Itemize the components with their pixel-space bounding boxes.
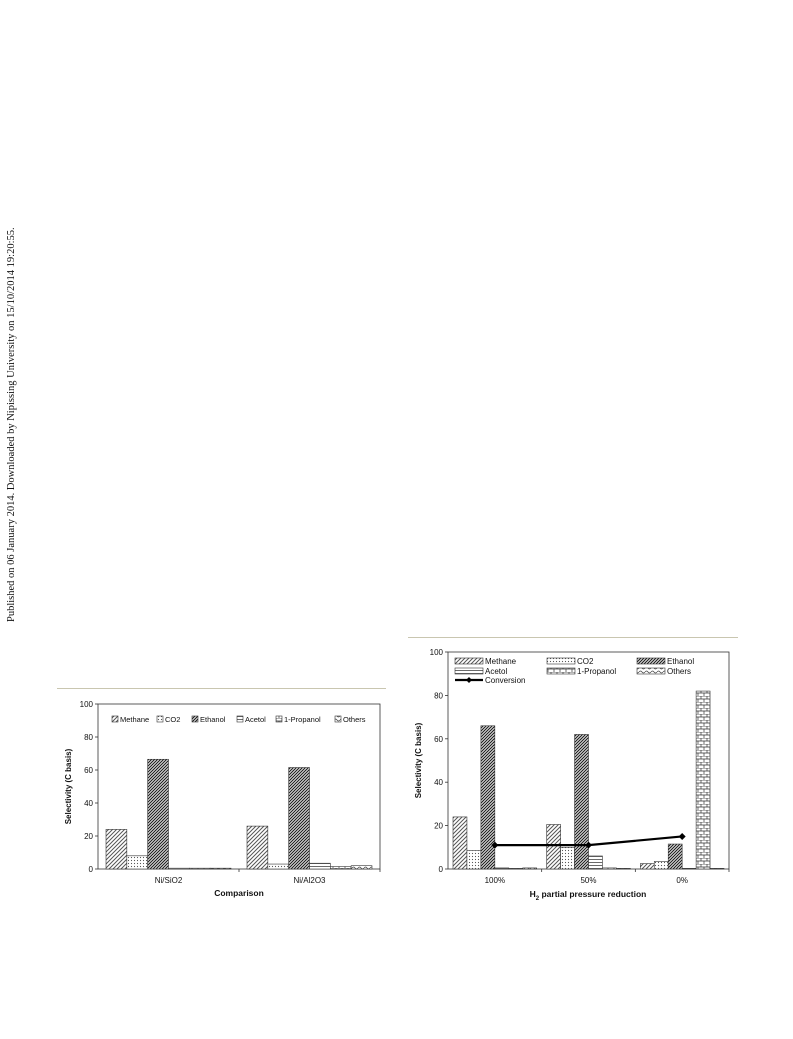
bar-others-50 xyxy=(616,868,631,870)
conversion-point-50 xyxy=(585,841,592,849)
legend-label-ethanol: Ethanol xyxy=(667,657,694,666)
bar-acetol-100 xyxy=(494,867,510,870)
publication-note: Published on 06 January 2014. Downloaded… xyxy=(6,227,17,622)
bar-ethanol-ni-al2o3 xyxy=(288,767,310,870)
legend-swatch-acetol xyxy=(236,715,244,723)
y-tick-label: 40 xyxy=(84,799,93,808)
bar-co2-50 xyxy=(560,847,575,870)
legend-swatch-acetol xyxy=(454,667,484,675)
bar-acetol-ni-al2o3 xyxy=(309,862,331,870)
x-tick-label: 100% xyxy=(485,876,505,885)
y-tick-label: 80 xyxy=(84,733,93,742)
y-tick-label: 40 xyxy=(434,778,443,787)
bar-methane-50 xyxy=(546,824,561,870)
bar-methane-0 xyxy=(640,863,655,870)
bar-methane-ni-sio2 xyxy=(105,829,128,870)
x-tick-label: 0% xyxy=(676,876,688,885)
legend-label-acetol: Acetol xyxy=(245,715,266,724)
x-axis-label: Comparison xyxy=(214,888,264,898)
y-tick-label: 0 xyxy=(439,865,444,874)
legend-swatch-others xyxy=(636,667,666,675)
x-tick-label: Ni/Al2O3 xyxy=(293,876,326,885)
legend-swatch-ethanol xyxy=(636,657,666,665)
selectivity-comparison-chart: 0 20 40 60 80 100 Selectivity (C basis) Ni/SiO2… xyxy=(64,700,381,898)
legend-swatch-1-propanol xyxy=(546,667,576,675)
bar-methane-100 xyxy=(452,816,468,870)
selectivity-h2-pressure-chart: 0 20 40 60 80 100 Selectivity (C basis) 100% 50%… xyxy=(414,648,730,902)
bar-co2-ni-al2o3 xyxy=(267,863,289,870)
left-figure-rule xyxy=(57,688,386,689)
bar-co2-ni-sio2 xyxy=(126,855,148,870)
bar-ethanol-100 xyxy=(480,725,496,870)
y-tick-label: 60 xyxy=(84,766,93,775)
plot-frame xyxy=(97,703,381,870)
legend-label-conversion: Conversion xyxy=(485,676,525,685)
y-tick-label: 100 xyxy=(80,700,94,709)
bar-others-ni-sio2 xyxy=(209,867,232,870)
legend-swatch-methane xyxy=(454,657,484,665)
y-tick-label: 20 xyxy=(84,832,93,841)
legend-label-ethanol: Ethanol xyxy=(200,715,226,724)
bar-co2-100 xyxy=(466,850,482,870)
bar-acetol-ni-sio2 xyxy=(168,867,190,870)
right-figure-rule xyxy=(408,637,738,638)
legend-swatch-ethanol xyxy=(191,715,199,723)
y-tick-label: 100 xyxy=(430,648,444,657)
x-tick-label: Ni/SiO2 xyxy=(155,876,183,885)
bar-1-propanol-ni-sio2 xyxy=(189,867,211,870)
legend-label-methane: Methane xyxy=(485,657,517,666)
bar-acetol-0 xyxy=(681,868,697,870)
legend-label-1-propanol: 1-Propanol xyxy=(284,715,321,724)
y-tick-label: 0 xyxy=(89,865,94,874)
y-axis-label: Selectivity (C basis) xyxy=(414,722,423,798)
bar-acetol-50 xyxy=(588,855,603,870)
legend-swatch-others xyxy=(334,715,342,723)
bar-co2-0 xyxy=(653,861,669,870)
conversion-point-0 xyxy=(678,832,686,840)
legend-swatch-co2 xyxy=(546,657,576,665)
bar-others-100 xyxy=(522,867,537,870)
x-axis-label: H2 partial pressure reduction xyxy=(530,889,647,902)
y-axis-label: Selectivity (C basis) xyxy=(64,748,73,824)
legend-marker-conversion xyxy=(466,677,472,683)
bar-1-propanol-50 xyxy=(602,867,617,870)
legend-label-co2: CO2 xyxy=(165,715,180,724)
bar-1-propanol-ni-al2o3 xyxy=(330,866,352,870)
legend-swatch-co2 xyxy=(156,715,164,723)
y-tick-label: 60 xyxy=(434,735,443,744)
bar-1-propanol-0 xyxy=(695,690,711,870)
legend-swatch-methane xyxy=(111,715,119,723)
legend-label-others: Others xyxy=(667,667,691,676)
legend-label-acetol: Acetol xyxy=(485,667,507,676)
bar-others-0 xyxy=(709,868,725,870)
bar-others-ni-al2o3 xyxy=(350,865,373,870)
x-tick-label: 50% xyxy=(580,876,596,885)
y-tick-label: 20 xyxy=(434,822,443,831)
bar-methane-ni-al2o3 xyxy=(246,825,269,870)
y-tick-label: 80 xyxy=(434,691,443,700)
bar-ethanol-50 xyxy=(574,734,589,870)
legend-label-methane: Methane xyxy=(120,715,149,724)
legend-label-1-propanol: 1-Propanol xyxy=(577,667,616,676)
legend-label-co2: CO2 xyxy=(577,657,594,666)
legend-label-others: Others xyxy=(343,715,366,724)
bar-ethanol-0 xyxy=(667,843,683,870)
bar-1-propanol-100 xyxy=(508,868,524,870)
conversion-point-100 xyxy=(491,841,499,849)
bar-ethanol-ni-sio2 xyxy=(147,758,169,870)
legend-swatch-1-propanol xyxy=(275,715,283,723)
